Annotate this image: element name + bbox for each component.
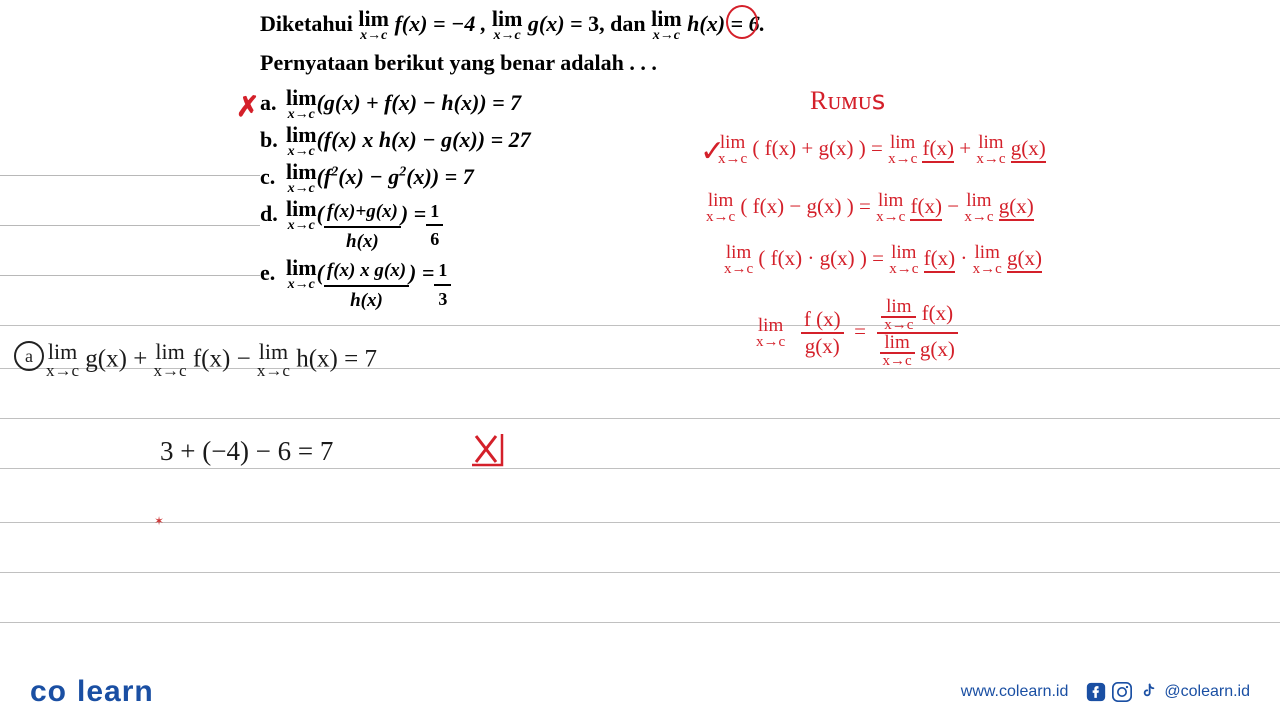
rumus-1: limx→c ( f(x) + g(x) ) = limx→c f(x) + l…	[718, 134, 1046, 166]
opt-letter: e.	[260, 257, 286, 289]
lim-sub: x→c	[286, 219, 317, 233]
g-eq: g(x) =	[528, 11, 588, 36]
frac-den: h(x)	[324, 228, 401, 256]
rhs-n: 1	[426, 198, 443, 226]
stray-mark: ✶	[154, 514, 164, 529]
lim-sub: x→c	[286, 145, 317, 159]
rumus-title: Rᴜᴍᴜꜱ	[810, 86, 885, 116]
given-line: Diketahui limx→c f(x) = −4 , limx→c g(x)…	[260, 8, 1030, 43]
opt-body: (g(x) + f(x) − h(x)) = 7	[317, 87, 522, 119]
lim: lim	[358, 8, 389, 30]
work-label: a	[25, 346, 33, 367]
wrong-mark-icon: ✗	[236, 90, 259, 124]
lim: lim	[286, 161, 317, 183]
facebook-icon[interactable]	[1086, 682, 1106, 702]
tiktok-icon[interactable]	[1138, 682, 1158, 702]
lim: lim	[286, 87, 317, 109]
question-line: Pernyataan berikut yang benar adalah . .…	[260, 47, 1030, 79]
opt-letter: b.	[260, 124, 286, 156]
paper-rules-full	[0, 340, 1280, 720]
rumus-3: limx→c ( f(x) · g(x) ) = limx→c f(x) · l…	[724, 244, 1042, 276]
frac-num: f(x)+g(x)	[324, 198, 401, 228]
rumus-4: limx→c f (x)g(x) = limx→c f(x) limx→c g(…	[756, 298, 958, 369]
h-eq: h(x) = 6.	[687, 11, 765, 36]
social-icons: @colearn.id	[1086, 682, 1250, 702]
lim: lim	[286, 198, 317, 220]
footer-bar: colearn www.colearn.id @colearn.id	[0, 664, 1280, 720]
lim-sub: x→c	[651, 29, 682, 43]
footer-right: www.colearn.id @colearn.id	[961, 682, 1250, 702]
instagram-icon[interactable]	[1112, 682, 1132, 702]
rhs-n: 1	[434, 257, 451, 285]
lim-sub: x→c	[286, 278, 317, 292]
boxed-wrong-icon	[470, 432, 506, 468]
footer-url[interactable]: www.colearn.id	[961, 683, 1069, 701]
work-label-circle: a	[14, 341, 44, 371]
g-val: 3,	[588, 11, 605, 36]
option-a: a. limx→c (g(x) + f(x) − h(x)) = 7	[260, 87, 1030, 122]
rhs-d: 3	[434, 286, 451, 312]
brand-logo: colearn	[30, 675, 154, 709]
work-line-1: limx→c g(x) + limx→c f(x) − limx→c h(x) …	[46, 342, 377, 379]
dan: dan	[610, 11, 651, 36]
lim: lim	[651, 8, 682, 30]
frac-num: f(x) x g(x)	[324, 257, 409, 287]
lim: lim	[492, 8, 523, 30]
lim: lim	[286, 257, 317, 279]
lim-sub: x→c	[286, 182, 317, 196]
rhs-d: 6	[426, 226, 443, 252]
lim-sub: x→c	[286, 108, 317, 122]
opt-letter: a.	[260, 87, 286, 119]
opt-body: (f2(x) − g2(x)) = 7	[317, 161, 474, 193]
f-eq: f(x) = −4 ,	[394, 11, 491, 36]
opt-letter: c.	[260, 161, 286, 193]
brand-b: learn	[77, 675, 154, 708]
brand-a: co	[30, 675, 67, 708]
opt-body: (f(x) x h(x) − g(x)) = 27	[317, 124, 531, 156]
frac-den: h(x)	[324, 287, 409, 315]
opt-letter: d.	[260, 198, 286, 230]
lim-sub: x→c	[358, 29, 389, 43]
work-line-2: 3 + (−4) − 6 = 7	[160, 436, 333, 467]
rumus-2: limx→c ( f(x) − g(x) ) = limx→c f(x) − l…	[706, 192, 1034, 224]
t: Diketahui	[260, 11, 358, 36]
lim-sub: x→c	[492, 29, 523, 43]
lim: lim	[286, 124, 317, 146]
footer-handle[interactable]: @colearn.id	[1164, 683, 1250, 701]
